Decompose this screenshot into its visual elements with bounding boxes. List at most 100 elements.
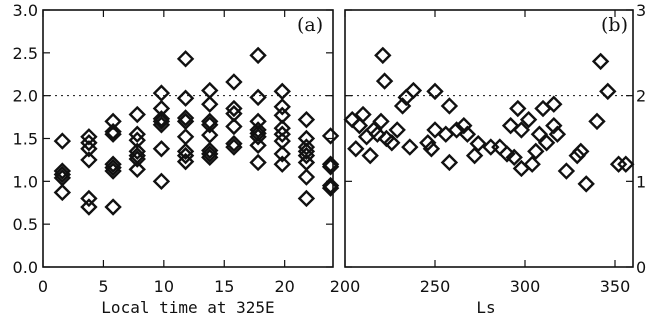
data-point-b xyxy=(568,146,586,165)
data-point-a xyxy=(53,132,72,150)
y-tick-label-a: 1.5 xyxy=(13,130,38,149)
data-point-b xyxy=(519,110,538,129)
data-point-a xyxy=(176,142,195,161)
y-tick-label-a: 0.0 xyxy=(13,258,38,277)
data-point-a xyxy=(128,142,146,161)
data-point-a xyxy=(273,145,291,163)
data-point-a xyxy=(176,128,195,146)
data-point-a xyxy=(152,172,171,191)
data-point-b xyxy=(523,155,541,173)
x-tick-label-b: 300 xyxy=(510,277,541,296)
data-point-a xyxy=(273,82,291,101)
data-point-a xyxy=(273,125,291,143)
data-point-a xyxy=(176,50,195,68)
x-tick-label-a: 0 xyxy=(38,277,48,296)
data-point-a xyxy=(80,198,98,216)
data-point-a xyxy=(80,134,98,152)
data-point-b xyxy=(548,125,567,143)
data-point-a xyxy=(249,124,267,143)
data-point-a xyxy=(152,140,171,158)
data-point-b xyxy=(512,121,531,139)
x-tick-label-a: 20 xyxy=(274,277,294,296)
x-tick-label-b: 350 xyxy=(600,277,631,296)
data-point-b xyxy=(530,125,549,143)
y-tick-label-b: 2 xyxy=(636,87,646,106)
data-point-a xyxy=(152,116,171,134)
y-tick-label-a: 2.5 xyxy=(13,44,38,63)
data-point-a xyxy=(53,165,72,184)
y-tick-label-a: 2.0 xyxy=(13,87,38,106)
data-point-b xyxy=(491,138,509,156)
data-point-a xyxy=(201,81,219,100)
data-point-b xyxy=(609,155,628,173)
x-axis-label-b: Ls xyxy=(476,298,495,317)
data-point-a xyxy=(249,88,267,107)
data-point-a xyxy=(225,138,243,156)
data-point-a xyxy=(80,140,98,158)
data-points-b xyxy=(343,46,635,193)
data-point-a xyxy=(104,155,122,173)
data-point-b xyxy=(372,112,390,131)
data-point-a xyxy=(176,152,195,171)
data-point-a xyxy=(321,176,340,195)
data-point-a xyxy=(201,141,219,160)
data-point-a xyxy=(128,160,146,179)
data-point-b xyxy=(422,140,441,158)
data-point-b xyxy=(426,82,444,101)
data-point-b xyxy=(572,142,590,161)
data-point-b xyxy=(577,175,595,193)
data-point-b xyxy=(545,116,563,135)
data-point-a xyxy=(53,162,72,180)
data-point-a xyxy=(249,46,267,65)
data-point-b xyxy=(537,134,556,152)
data-point-a xyxy=(104,122,122,141)
data-point-b xyxy=(404,81,423,100)
data-point-b xyxy=(383,134,401,152)
data-point-a xyxy=(80,151,98,169)
panel-label-b: (b) xyxy=(601,14,628,36)
data-point-a xyxy=(104,158,122,177)
data-point-b xyxy=(440,153,459,172)
data-point-a xyxy=(176,109,195,127)
x-ticks-a: 0 5 10 15 20 xyxy=(38,10,295,296)
data-point-a xyxy=(152,112,171,131)
data-point-b xyxy=(375,72,394,90)
y-tick-label-a: 0.5 xyxy=(13,215,38,234)
data-point-a xyxy=(152,110,171,128)
data-point-a xyxy=(297,110,316,129)
data-point-b xyxy=(527,142,545,161)
data-point-a xyxy=(80,128,98,146)
data-point-a xyxy=(225,73,243,91)
x-tick-label-a: 10 xyxy=(154,277,174,296)
x-tick-label-a: 5 xyxy=(98,277,108,296)
data-points-a xyxy=(53,46,340,216)
data-point-a xyxy=(321,127,340,145)
data-point-b xyxy=(469,134,487,153)
data-point-b xyxy=(599,82,617,101)
data-point-a xyxy=(273,98,291,116)
data-point-b xyxy=(426,121,444,139)
data-point-b xyxy=(501,116,520,135)
data-point-b xyxy=(458,125,477,143)
y-tick-label-a: 1.0 xyxy=(13,172,38,191)
y-tick-label-b: 1 xyxy=(636,172,646,191)
data-point-b xyxy=(368,125,387,143)
data-point-a xyxy=(128,150,146,168)
data-point-b xyxy=(455,116,473,135)
data-point-a xyxy=(201,148,219,167)
data-point-a xyxy=(321,179,340,197)
data-point-a xyxy=(53,183,72,202)
panel-label-a: (a) xyxy=(297,14,323,36)
data-point-a xyxy=(297,189,316,208)
data-point-b xyxy=(401,138,419,156)
data-point-b xyxy=(388,121,406,139)
data-point-b xyxy=(588,112,606,131)
data-point-a xyxy=(297,142,316,161)
x-axis-label-a: Local time at 325E xyxy=(101,298,274,317)
y-ticks-b: 0 1 2 3 xyxy=(345,1,646,277)
data-point-a xyxy=(104,125,122,143)
data-point-b xyxy=(509,99,527,118)
data-point-a xyxy=(321,155,340,173)
data-point-b xyxy=(505,148,523,167)
x-tick-label-b: 250 xyxy=(420,277,451,296)
